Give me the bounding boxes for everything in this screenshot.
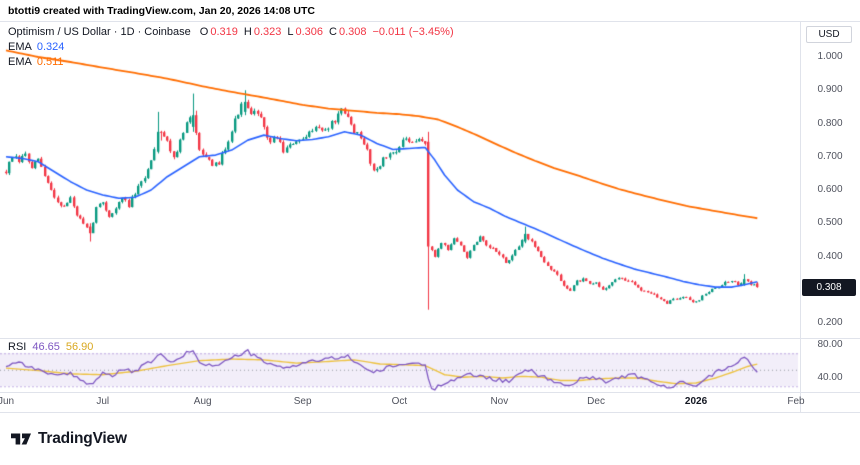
- rsi-legend-row[interactable]: RSI 46.65 56.90: [8, 341, 93, 353]
- rsi-label: RSI: [8, 341, 27, 353]
- low-label: L: [287, 26, 294, 38]
- time-axis[interactable]: Jun Jul Aug Sep Oct Nov Dec 2026 Feb: [0, 394, 860, 410]
- rsi-tick-label: 40.00: [817, 372, 843, 383]
- last-price-badge: 0.308: [802, 279, 856, 297]
- price-tick-label: 1.000: [817, 51, 843, 62]
- price-tick-label: 0.800: [817, 117, 843, 129]
- rsi-ma-value: 56.90: [65, 341, 94, 353]
- tradingview-logo-icon[interactable]: [10, 428, 32, 450]
- attribution-text: btotti9 created with TradingView.com, Ja…: [8, 5, 315, 17]
- rsi-tick-label: 80.00: [817, 339, 843, 350]
- time-axis-border: [0, 392, 860, 393]
- time-axis-label: Jun: [0, 396, 15, 407]
- close-label: C: [329, 26, 337, 38]
- change-value: −0.011 (−3.45%): [372, 26, 454, 38]
- footer: TradingView: [10, 428, 127, 450]
- price-axis-border: [800, 21, 801, 413]
- time-axis-label: Sep: [293, 396, 312, 407]
- high-value: 0.323: [253, 26, 282, 38]
- time-axis-label: Jul: [96, 396, 110, 407]
- high-label: H: [243, 26, 252, 38]
- time-axis-label: Aug: [193, 396, 212, 407]
- ema-slow-label: EMA: [8, 56, 32, 68]
- time-axis-label: Nov: [490, 396, 509, 407]
- open-label: O: [199, 26, 209, 38]
- price-tick-label: 0.600: [817, 184, 843, 195]
- ema-fast-value: 0.324: [36, 41, 65, 53]
- price-axis[interactable]: 1.0000.9000.8000.7000.6000.5000.4000.300…: [800, 0, 860, 412]
- ema-fast-label: EMA: [8, 41, 32, 53]
- pane-divider[interactable]: [0, 338, 860, 339]
- price-tick-label: 0.500: [817, 217, 843, 229]
- ema-fast-legend-row[interactable]: EMA 0.324: [8, 40, 454, 55]
- chart-legend: Optimism / US Dollar · 1D · Coinbase O 0.…: [8, 25, 454, 70]
- rsi-value: 46.65: [32, 341, 60, 353]
- pane-border-top: [0, 21, 860, 22]
- time-axis-label: 2026: [684, 396, 708, 407]
- price-tick-label: 0.400: [817, 250, 843, 262]
- time-axis-label: Dec: [587, 396, 605, 407]
- time-axis-label: Oct: [391, 396, 408, 407]
- ema-slow-legend-row[interactable]: EMA 0.511: [8, 55, 454, 70]
- price-tick-label: 0.900: [817, 84, 843, 96]
- ohlc-values: O 0.319 H 0.323 L 0.306 C 0.308 −0.011 (−3.4…: [196, 25, 454, 40]
- symbol-legend-row[interactable]: Optimism / US Dollar · 1D · Coinbase O 0.…: [8, 25, 454, 40]
- chart-border-bottom: [0, 412, 860, 413]
- chart-canvas[interactable]: [0, 0, 800, 413]
- tradingview-brand[interactable]: TradingView: [38, 430, 127, 447]
- open-value: 0.319: [210, 26, 238, 38]
- low-value: 0.306: [295, 26, 324, 38]
- currency-toggle[interactable]: USD: [806, 26, 852, 43]
- close-value: 0.308: [338, 26, 367, 38]
- ema-slow-value: 0.511: [36, 56, 64, 68]
- symbol-title: Optimism / US Dollar · 1D · Coinbase: [8, 26, 191, 38]
- price-tick-label: 0.700: [817, 150, 843, 162]
- time-axis-label: Feb: [787, 396, 805, 407]
- price-tick-label: 0.200: [817, 317, 843, 328]
